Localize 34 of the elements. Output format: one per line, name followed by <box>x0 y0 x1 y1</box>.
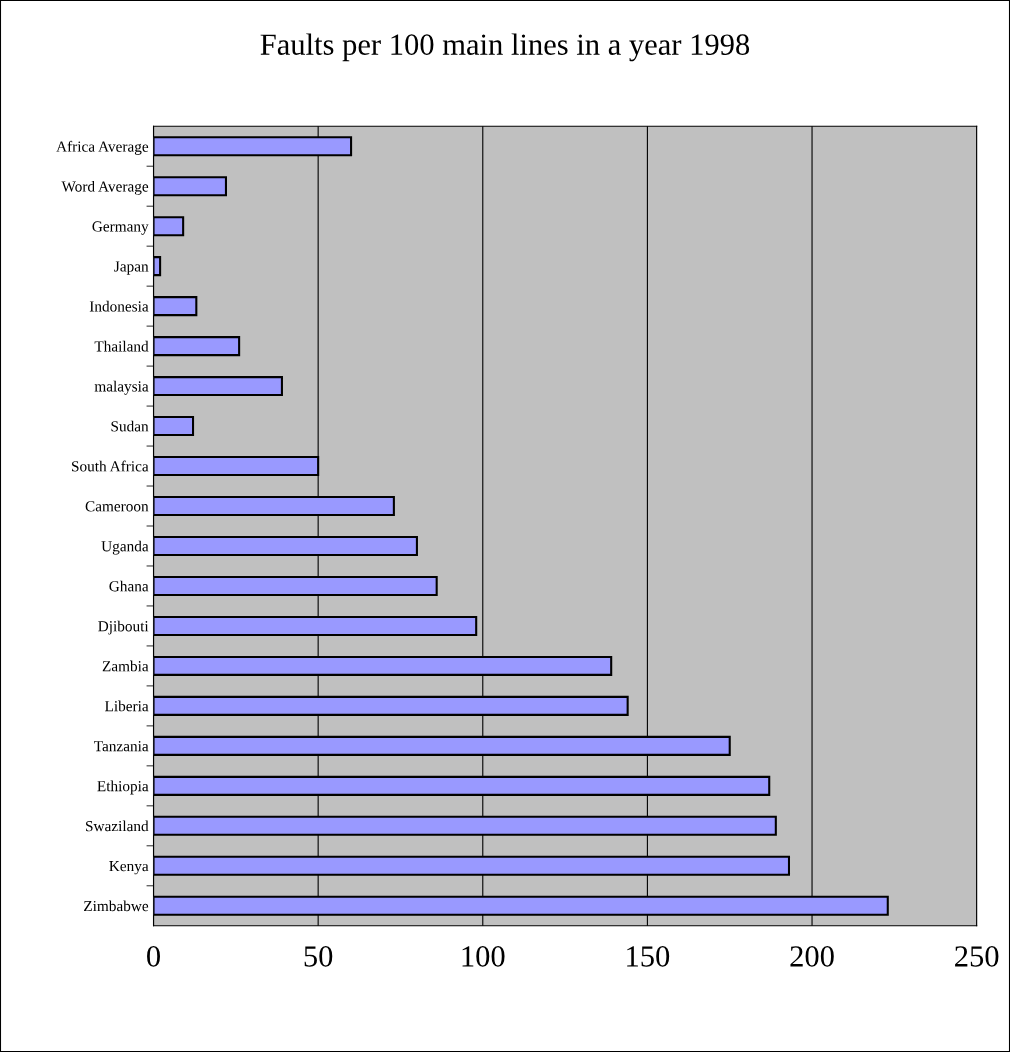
y-tick-label: Djibouti <box>98 620 149 635</box>
y-tick-label: Africa Average <box>56 140 149 155</box>
y-tick-label: Germany <box>92 221 149 235</box>
x-tick-label: 150 <box>627 946 670 967</box>
y-tick-label: Sudan <box>111 420 149 432</box>
bar <box>153 296 198 317</box>
x-tick-label: 50 <box>304 946 333 967</box>
y-tick-label: Uganda <box>101 540 149 555</box>
chart-title: Faults per 100 main lines in a year 1998 <box>260 33 750 62</box>
bar <box>153 416 195 437</box>
y-tick-label: Swaziland <box>86 820 149 832</box>
y-tick-label: Ghana <box>109 580 149 592</box>
bar <box>153 176 227 197</box>
y-tick-label: Japan <box>114 261 149 275</box>
y-tick-label: Zambia <box>102 660 149 672</box>
bar <box>153 376 283 397</box>
y-tick-label: Liberia <box>104 700 149 712</box>
bar <box>153 216 185 237</box>
y-tick-label: Indonesia <box>89 300 149 312</box>
bar <box>153 336 241 357</box>
bar <box>153 256 162 277</box>
y-tick-label: Ethiopia <box>97 780 149 795</box>
y-tick-label: South Africa <box>72 460 149 472</box>
x-tick-label: 0 <box>147 946 160 967</box>
y-tick-label: malaysia <box>94 380 149 395</box>
y-tick-label: Kenya <box>109 861 149 875</box>
y-tick-label: Thailand <box>94 340 149 352</box>
y-tick-label: Word Average <box>61 180 149 195</box>
y-tick-label: Cameroon <box>85 501 149 512</box>
y-tick-label: Zimbabwe <box>84 900 149 912</box>
x-tick-label: 100 <box>462 946 505 967</box>
y-tick-label: Tanzania <box>94 741 149 752</box>
x-tick-label: 200 <box>790 946 834 967</box>
x-tick-label: 250 <box>955 946 999 967</box>
